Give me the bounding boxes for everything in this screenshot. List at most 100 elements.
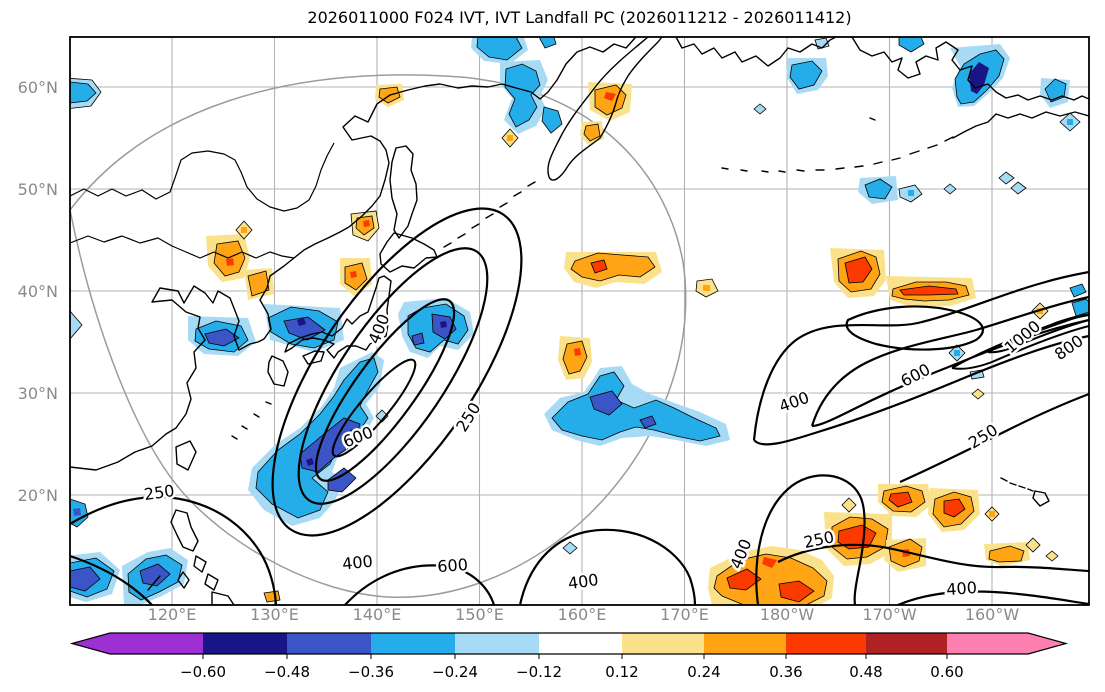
colorbar-tick-label: −0.12 (516, 663, 562, 681)
ivt-contour (987, 314, 1089, 354)
colorbar-segment (455, 633, 539, 654)
coastline (851, 37, 1089, 101)
x-tick-label: 160°E (558, 605, 607, 624)
anomaly-blob (306, 458, 314, 466)
colorbar-segment (110, 633, 203, 654)
anomaly-blob (226, 258, 234, 266)
anomaly-blob (778, 580, 815, 603)
landfall-radius-circle (70, 74, 687, 599)
coastline (443, 181, 536, 248)
colorbar-segment (287, 633, 371, 654)
anomaly-blob (297, 318, 306, 326)
ivt-contour (344, 564, 496, 605)
anomaly-blob (988, 545, 1025, 563)
anomaly-blob (583, 123, 601, 142)
ivt-contour (755, 474, 866, 605)
anomaly-blob (1088, 98, 1089, 110)
y-tick-label: 20°N (18, 486, 58, 505)
x-tick-label: 180°W (760, 605, 815, 624)
ivt-contour (70, 554, 153, 605)
anomaly-blob (476, 37, 523, 61)
anomaly-blob (639, 415, 657, 429)
anomaly-blob (844, 256, 873, 284)
anomaly-blob (538, 37, 557, 49)
anomaly-blob (898, 37, 925, 53)
anomaly-blob (255, 357, 379, 519)
anomaly-blob (299, 417, 361, 473)
anomaly-blob (989, 511, 995, 517)
anomaly-blob (541, 106, 563, 134)
anomaly-blob (908, 190, 914, 196)
ivt-contour (314, 298, 456, 482)
x-tick-label: 120°E (148, 605, 197, 624)
colorbar-tick-label: 0.24 (687, 663, 720, 681)
colorbar-segment (203, 633, 287, 654)
coastline-river (70, 142, 335, 212)
colorbar-right-arrow (1028, 633, 1066, 654)
x-tick-label: 160°W (965, 605, 1020, 624)
anomaly-blob (570, 252, 656, 282)
coastline (175, 440, 197, 471)
figure-title: 2026011000 F024 IVT, IVT Landfall PC (20… (307, 8, 852, 27)
coastline (721, 117, 954, 173)
contour-label: 600 (437, 555, 469, 576)
anomaly-blob (507, 135, 513, 141)
ivt-contour (752, 270, 1089, 446)
colorbar-tick-label: −0.48 (264, 663, 310, 681)
coastline (379, 232, 438, 273)
anomaly-blob (1071, 298, 1089, 317)
anomaly-blob (1010, 181, 1027, 195)
anomaly-blob (350, 271, 357, 278)
coastline (147, 555, 235, 605)
colorbar: −0.60 −0.48 −0.36 −0.24 −0.12 0.12 0.24 0.36 0.4… (69, 632, 1069, 681)
anomaly-blob (263, 590, 281, 603)
y-tick-label: 60°N (18, 78, 58, 97)
anomaly-blob (1069, 283, 1087, 298)
coastline (231, 401, 272, 440)
anomaly-blob (70, 310, 83, 340)
x-tick-label: 130°E (250, 605, 299, 624)
anomaly-blob (363, 220, 370, 227)
anomaly-blob (1025, 537, 1041, 553)
colorbar-tick-label: −0.60 (180, 663, 226, 681)
anomaly-blob (241, 227, 247, 233)
anomaly-blob (551, 371, 721, 442)
anomaly-blob (504, 63, 541, 128)
anomaly-blob (943, 183, 957, 195)
colorbar-left-arrow (72, 633, 110, 654)
anomaly-blob (954, 350, 960, 356)
colorbar-tick-label: −0.24 (432, 663, 478, 681)
colorbar-tick-label: 0.48 (849, 663, 882, 681)
x-tick-label: 150°E (455, 605, 504, 624)
y-tick-label: 30°N (18, 384, 58, 403)
x-tick-label: 170°W (862, 605, 917, 624)
coastline-river (70, 235, 295, 259)
anomaly-blob (139, 563, 171, 587)
ivt-contour (777, 543, 1089, 573)
anomaly-blob (440, 321, 447, 328)
colorbar-tick-label: 0.60 (930, 663, 963, 681)
anomaly-blob (1067, 119, 1073, 125)
colorbar-tick-label: −0.36 (348, 663, 394, 681)
coastline (267, 355, 289, 387)
anomaly-blob (837, 524, 877, 550)
anomaly-blob (70, 81, 97, 104)
contour-label: 400 (946, 578, 978, 599)
ivt-contour (899, 392, 1089, 484)
ivt-contour (810, 295, 1089, 428)
ivt-contour (297, 247, 489, 505)
anomaly-blob (998, 171, 1015, 185)
anomaly-blob (73, 508, 81, 516)
coastline (1000, 477, 1050, 507)
anomaly-blob (1045, 550, 1059, 562)
anomaly-blob (204, 328, 240, 347)
anomaly-blob (562, 541, 578, 555)
colorbar-segment (786, 633, 866, 654)
anomaly-blob (753, 103, 767, 115)
ivt-contour (845, 305, 984, 351)
x-tick-label: 170°E (660, 605, 709, 624)
anomaly-blob (589, 390, 623, 416)
ivt-contour (331, 358, 417, 458)
anomaly-blob (762, 557, 777, 568)
